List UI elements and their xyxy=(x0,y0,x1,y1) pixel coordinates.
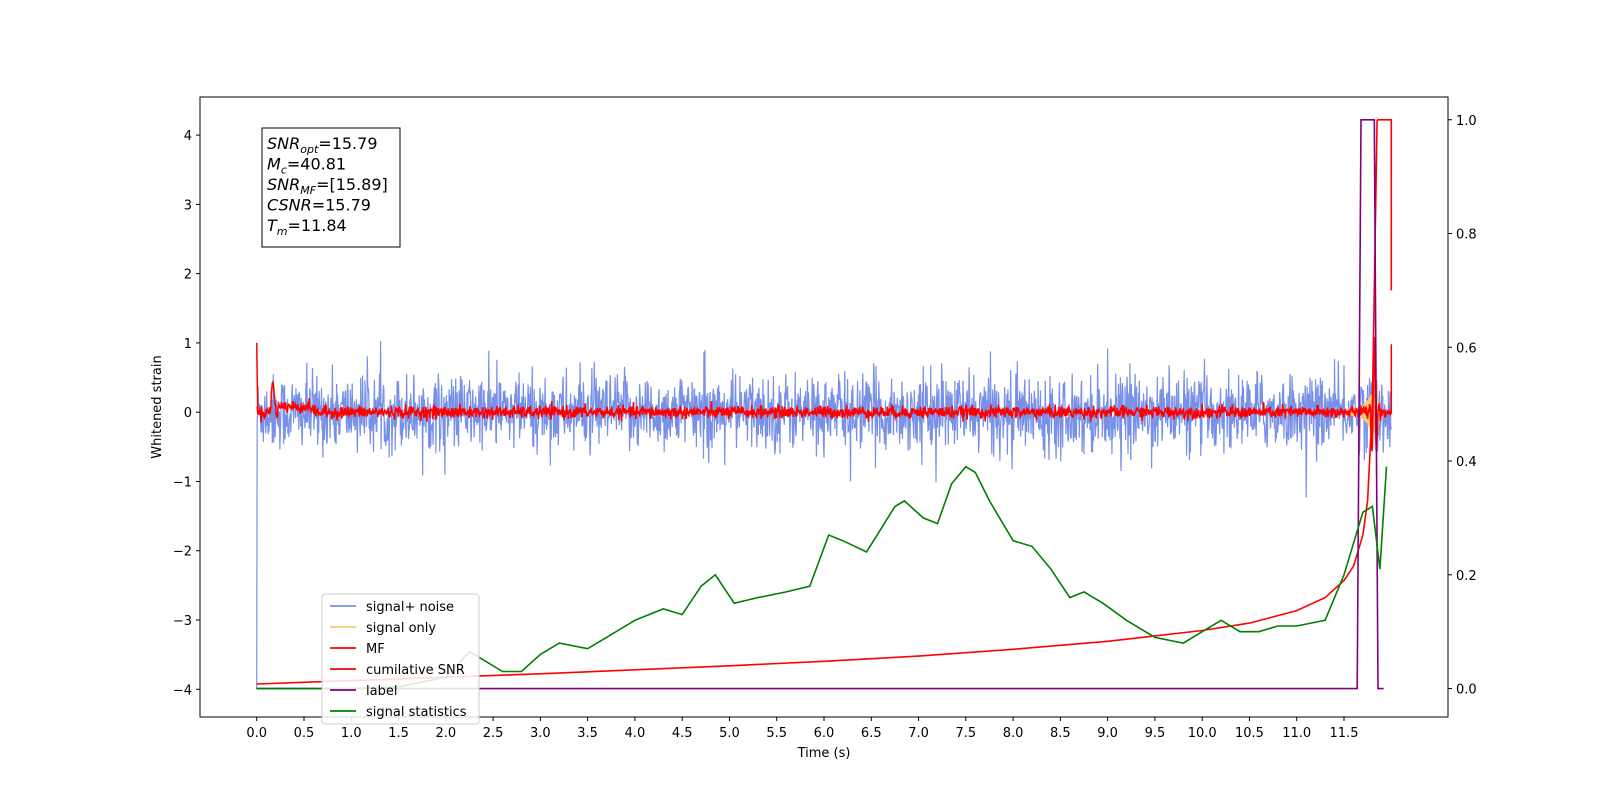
x-tick-label: 0.5 xyxy=(294,726,315,741)
x-tick-label: 9.5 xyxy=(1145,726,1166,741)
y-tick-label: −2 xyxy=(173,545,192,560)
x-tick-label: 6.0 xyxy=(814,726,835,741)
y-tick-label: 2 xyxy=(184,268,192,283)
series-layer xyxy=(255,119,1393,690)
x-tick-label: 5.0 xyxy=(719,726,740,741)
legend: signal+ noise signal only MF cumilative SNR… xyxy=(321,593,480,725)
series-signal-statistics xyxy=(256,465,1388,690)
x-tick-label: 1.5 xyxy=(388,726,409,741)
x-tick-label: 3.0 xyxy=(530,726,551,741)
y-axis-right: 1.0 0.8 0.6 0.4 0.2 0.0 xyxy=(1448,114,1477,698)
legend-item-label: cumilative SNR xyxy=(366,663,465,678)
x-tick-label: 3.5 xyxy=(577,726,598,741)
legend-item-label: signal statistics xyxy=(366,705,467,720)
x-tick-label: 0.0 xyxy=(246,726,267,741)
legend-item-label: MF xyxy=(366,642,385,657)
y-tick-label: −3 xyxy=(173,614,192,629)
x-tick-label: 6.5 xyxy=(861,726,882,741)
legend-item-label: signal only xyxy=(366,621,436,636)
y-tick-label: −4 xyxy=(173,683,192,698)
x-tick-label: 1.0 xyxy=(341,726,362,741)
y-tick-label: −1 xyxy=(173,475,192,490)
x-tick-label: 8.5 xyxy=(1050,726,1071,741)
x-tick-label: 7.5 xyxy=(955,726,976,741)
y2-tick-label: 0.4 xyxy=(1456,455,1477,470)
y2-tick-label: 0.8 xyxy=(1456,228,1477,243)
x-axis-label: Time (s) xyxy=(797,746,851,761)
y2-tick-label: 0.6 xyxy=(1456,341,1477,356)
x-tick-label: 9.0 xyxy=(1097,726,1118,741)
x-tick-label: 4.0 xyxy=(625,726,646,741)
legend-item-label: label xyxy=(366,684,397,699)
series-label xyxy=(256,119,1384,690)
series-cumilative-snr xyxy=(256,119,1378,685)
y-axis-left: 4 3 2 1 0 −1 −2 −3 −4 xyxy=(173,129,200,698)
y2-tick-label: 1.0 xyxy=(1456,114,1477,129)
annotation-line: Tm=11.84 xyxy=(267,216,347,238)
x-tick-label: 5.5 xyxy=(766,726,787,741)
annotation-line: SNRopt=15.79 xyxy=(267,134,378,156)
x-tick-label: 11.0 xyxy=(1282,726,1311,741)
x-tick-label: 10.5 xyxy=(1235,726,1264,741)
x-tick-label: 2.5 xyxy=(483,726,504,741)
series-mf xyxy=(255,336,1393,452)
x-tick-label: 8.0 xyxy=(1003,726,1024,741)
annotation-line: SNRMF=[15.89] xyxy=(267,175,388,197)
annotation-line: CSNR=15.79 xyxy=(267,196,371,215)
stats-annotation-box: SNRopt=15.79Mc=40.81SNRMF=[15.89]CSNR=15… xyxy=(261,127,401,248)
x-tick-label: 10.0 xyxy=(1188,726,1217,741)
y-tick-label: 4 xyxy=(184,129,192,144)
x-tick-label: 2.0 xyxy=(435,726,456,741)
y-tick-label: 1 xyxy=(184,337,192,352)
y-tick-label: 3 xyxy=(184,198,192,213)
y-tick-label: 0 xyxy=(184,406,192,421)
x-axis: 0.0 0.5 1.0 1.5 2.0 2.5 3.0 3.5 4.0 4.5 5.0 5.5 6.0 6… xyxy=(246,717,1358,741)
series-cumilative-snr-top xyxy=(1377,119,1393,291)
y2-tick-label: 0.0 xyxy=(1456,683,1477,698)
x-tick-label: 4.5 xyxy=(672,726,693,741)
y-axis-label: Whitened strain xyxy=(150,355,165,458)
x-tick-label: 7.0 xyxy=(908,726,929,741)
x-tick-label: 11.5 xyxy=(1330,726,1359,741)
y2-tick-label: 0.2 xyxy=(1456,569,1477,584)
legend-item-label: signal+ noise xyxy=(366,600,454,615)
annotation-line: Mc=40.81 xyxy=(267,155,346,177)
